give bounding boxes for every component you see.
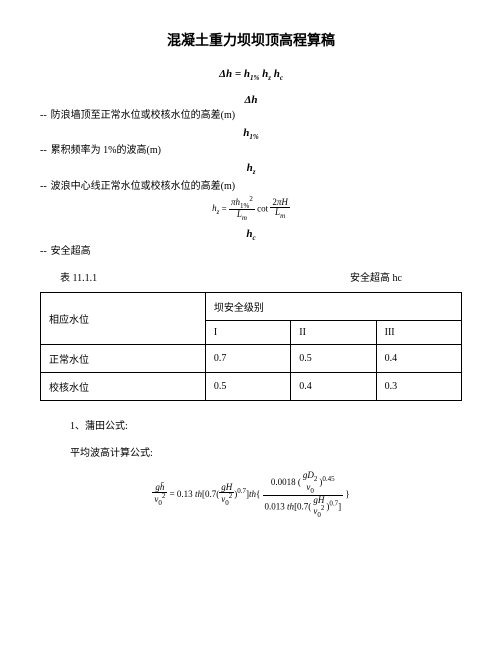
table-row: 校核水位 0.5 0.4 0.3 <box>41 373 462 401</box>
table-cell: 0.5 <box>291 345 376 373</box>
table-subheader: III <box>376 321 461 345</box>
def-h1: --累积频率为 1%的波高(m) <box>40 141 462 156</box>
def-hz: --波浪中心线正常水位或校核水位的高差(m) <box>40 177 462 192</box>
symbol-h1: h1% <box>40 127 462 141</box>
table-cell: 0.3 <box>376 373 461 401</box>
table-row-label: 校核水位 <box>41 373 206 401</box>
table-caption-left: 表 11.1.1 <box>60 269 97 284</box>
page-title: 混凝土重力坝坝顶高程算稿 <box>40 30 462 50</box>
table-header-col1: 相应水位 <box>41 293 206 345</box>
table-cell: 0.4 <box>291 373 376 401</box>
symbol-dh: Δh <box>40 94 462 106</box>
symbol-hc: hc <box>40 228 462 242</box>
table-caption: 表 11.1.1 安全超高 hc <box>60 269 462 284</box>
safety-table: 相应水位 坝安全级别 I II III 正常水位 0.7 0.5 0.4 校核水… <box>40 292 462 401</box>
table-row: 相应水位 坝安全级别 <box>41 293 462 321</box>
table-row: 正常水位 0.7 0.5 0.4 <box>41 345 462 373</box>
def-dh: --防浪墙顶至正常水位或校核水位的高差(m) <box>40 106 462 121</box>
def-hc: --安全超高 <box>40 242 462 257</box>
table-subheader: II <box>291 321 376 345</box>
table-caption-right: 安全超高 hc <box>350 269 402 284</box>
table-row-label: 正常水位 <box>41 345 206 373</box>
complex-formula: gh̄ v02 = 0.13 th[0.7(gHv02)0.7]th{ 0.00… <box>40 471 462 518</box>
table-header-col2: 坝安全级别 <box>205 293 461 321</box>
hz-formula: hz = πh1%2 Lm cot 2πH Lm <box>40 196 462 223</box>
table-cell: 0.7 <box>205 345 290 373</box>
table-subheader: I <box>205 321 290 345</box>
section1-sub: 平均波高计算公式: <box>70 444 462 459</box>
table-cell: 0.5 <box>205 373 290 401</box>
main-formula: Δh = h1% hz hc <box>40 68 462 82</box>
symbol-hz: hz <box>40 162 462 176</box>
section1-title: 1、蒲田公式: <box>70 417 462 432</box>
table-cell: 0.4 <box>376 345 461 373</box>
